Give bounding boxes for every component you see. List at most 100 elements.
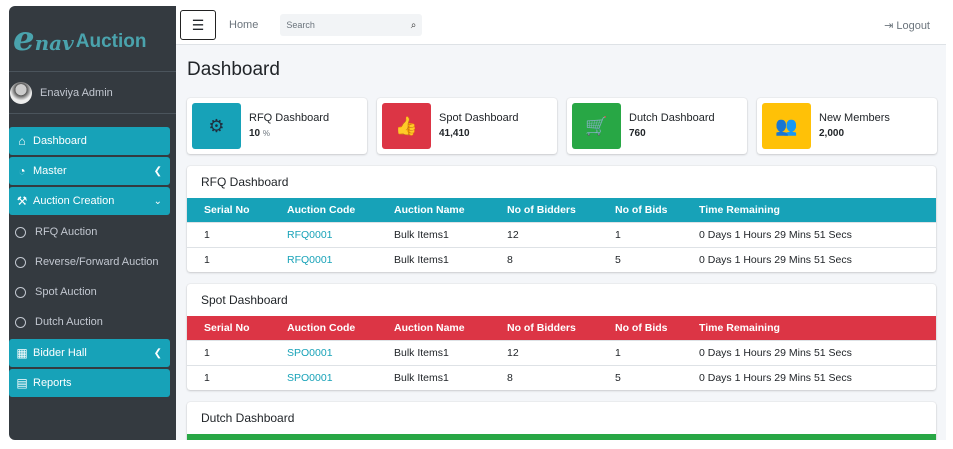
card-value: 41,410 — [439, 128, 470, 139]
chevron-down-icon: ⌄ — [153, 195, 162, 207]
stat-card[interactable]: ⚙ RFQ Dashboard 10 % — [187, 98, 367, 154]
table-cell[interactable]: SPO0001 — [287, 364, 394, 390]
table-cell: 5 — [615, 364, 699, 390]
table-cell: 12 — [507, 339, 615, 365]
circle-icon — [15, 286, 26, 298]
auction-code-link[interactable]: RFQ0001 — [287, 253, 333, 266]
column-header[interactable]: No of Bidders — [507, 321, 576, 334]
card-title: Spot Dashboard — [439, 112, 519, 124]
sidebar-item-label: RFQ Auction — [35, 226, 98, 238]
sidebar-item-auction-creation[interactable]: ⚒ Auction Creation ⌄ — [9, 187, 170, 215]
card-value: 760 — [629, 128, 646, 139]
search-icon[interactable]: ⌕ — [410, 19, 417, 31]
rfq-table: Serial No Auction Code Auction Name No of B… — [187, 198, 936, 272]
chevron-left-icon: ❮ — [153, 347, 162, 359]
panel-title: Spot Dashboard — [201, 293, 288, 307]
column-header[interactable]: Time Remaining — [699, 203, 780, 216]
table-cell[interactable]: RFQ0001 — [287, 246, 394, 272]
table-cell: 5 — [615, 246, 699, 272]
sidebar-item-label: Auction Creation — [33, 195, 115, 207]
column-header[interactable]: Serial No — [204, 321, 250, 334]
file-pdf-icon: ▤ — [16, 376, 28, 390]
sidebar-item-label: Dashboard — [33, 135, 87, 147]
column-header[interactable]: Auction Code — [287, 321, 356, 334]
table-cell[interactable]: RFQ0001 — [287, 221, 394, 247]
table-row[interactable]: 1 SPO0001 Bulk Items1 8 5 0 Days 1 Hours 29 M… — [187, 364, 936, 390]
table-row[interactable]: 1 RFQ0001 Bulk Items1 8 5 0 Days 1 Hours 29 M… — [187, 246, 936, 272]
main-content: Dashboard ⚙ RFQ Dashboard 10 % 👍 Spot Da… — [176, 45, 946, 440]
table-cell: 8 — [507, 246, 615, 272]
spot-table: Serial No Auction Code Auction Name No of B… — [187, 316, 936, 390]
search-input[interactable]: Search ⌕ — [280, 14, 423, 36]
table-cell: Bulk Items1 — [394, 246, 507, 272]
sidebar-item-dashboard[interactable]: ⌂ Dashboard — [9, 127, 170, 155]
user-panel[interactable]: Enaviya Admin — [9, 72, 176, 114]
menu-toggle-button[interactable]: ☰ — [180, 10, 216, 40]
table-cell: 1 — [187, 221, 287, 247]
table-cell[interactable]: SPO0001 — [287, 339, 394, 365]
stat-card[interactable]: 🛒 Dutch Dashboard 760 — [567, 98, 747, 154]
column-header[interactable]: Auction Name — [394, 203, 465, 216]
column-header[interactable]: No of Bids — [615, 321, 668, 334]
card-title: New Members — [819, 112, 890, 124]
cart-icon: 🛒 — [572, 103, 621, 149]
circle-icon — [15, 226, 26, 238]
sidebar-item-reports[interactable]: ▤ Reports — [9, 369, 170, 397]
table-cell: Bulk Items1 — [394, 339, 507, 365]
column-header[interactable]: Auction Name — [394, 321, 465, 334]
sidebar-item-label: Dutch Auction — [35, 316, 103, 328]
sign-out-icon: ⇥ — [884, 19, 897, 32]
page-title: Dashboard — [187, 59, 280, 80]
column-header[interactable]: Auction Code — [287, 203, 356, 216]
sidebar-item-master[interactable]: ◔ Master ❮ — [9, 157, 170, 185]
brand-logo[interactable]: e nav Auction — [9, 6, 176, 72]
home-link[interactable]: Home — [229, 19, 259, 31]
sidebar-item-rfq-auction[interactable]: RFQ Auction — [9, 217, 176, 247]
table-header: Serial No Auction Code Auction Name No of B… — [187, 316, 936, 340]
table-row[interactable]: 1 RFQ0001 Bulk Items1 12 1 0 Days 1 Hours 29 … — [187, 221, 936, 247]
table-row[interactable]: 1 SPO0001 Bulk Items1 12 1 0 Days 1 Hours 29 … — [187, 339, 936, 365]
logout-label: Logout — [896, 19, 930, 32]
table-cell: Bulk Items1 — [394, 364, 507, 390]
gear-icon: ⚙ — [192, 103, 241, 149]
sidebar-item-label: Master — [33, 165, 67, 177]
card-value: 10 % — [249, 128, 271, 139]
table-cell: 0 Days 1 Hours 29 Mins 51 Secs — [699, 339, 936, 365]
card-value: 2,000 — [819, 128, 845, 139]
chevron-left-icon: ❮ — [153, 165, 162, 177]
table-header: Serial No Auction Code Auction Name No of B… — [187, 198, 936, 222]
sidebar-item-spot-auction[interactable]: Spot Auction — [9, 277, 176, 307]
top-navbar: ☰ Home Search ⌕ ⇥ Logout — [176, 6, 946, 45]
avatar — [10, 81, 32, 104]
column-header[interactable]: No of Bids — [615, 203, 668, 216]
auction-code-link[interactable]: RFQ0001 — [287, 228, 333, 241]
table-cell: 8 — [507, 364, 615, 390]
table-cell: 1 — [615, 221, 699, 247]
logout-link[interactable]: ⇥ Logout — [884, 19, 930, 32]
stat-card[interactable]: 👥 New Members 2,000 — [757, 98, 937, 154]
sidebar: e nav Auction Enaviya Admin ⌂ Dashboard ◔ Ma… — [9, 6, 176, 440]
table-cell: 0 Days 1 Hours 29 Mins 51 Secs — [699, 364, 936, 390]
user-name: Enaviya Admin — [40, 86, 113, 99]
sidebar-item-bidder-hall[interactable]: ▦ Bidder Hall ❮ — [9, 339, 170, 367]
stat-card[interactable]: 👍 Spot Dashboard 41,410 — [377, 98, 557, 154]
dutch-dashboard-panel: Dutch Dashboard — [187, 402, 936, 440]
table-cell: 1 — [187, 339, 287, 365]
dutch-table-header — [187, 434, 936, 440]
column-header[interactable]: No of Bidders — [507, 203, 576, 216]
sidebar-item-reverse-forward-auction[interactable]: Reverse/Forward Auction — [9, 247, 176, 277]
table-cell: Bulk Items1 — [394, 221, 507, 247]
column-header[interactable]: Time Remaining — [699, 321, 780, 334]
column-header[interactable]: Serial No — [204, 203, 250, 216]
card-unit: % — [262, 129, 271, 138]
rfq-dashboard-panel: RFQ Dashboard Serial No Auction Code Auctio… — [187, 166, 936, 272]
circle-icon — [15, 256, 26, 268]
gavel-icon: ⚒ — [16, 194, 28, 208]
thumbs-up-icon: 👍 — [382, 103, 431, 149]
sidebar-item-dutch-auction[interactable]: Dutch Auction — [9, 307, 176, 337]
panel-title: Dutch Dashboard — [201, 411, 295, 425]
table-cell: 0 Days 1 Hours 29 Mins 51 Secs — [699, 221, 936, 247]
auction-code-link[interactable]: SPO0001 — [287, 371, 333, 384]
auction-code-link[interactable]: SPO0001 — [287, 346, 333, 359]
users-icon: 👥 — [762, 103, 811, 149]
